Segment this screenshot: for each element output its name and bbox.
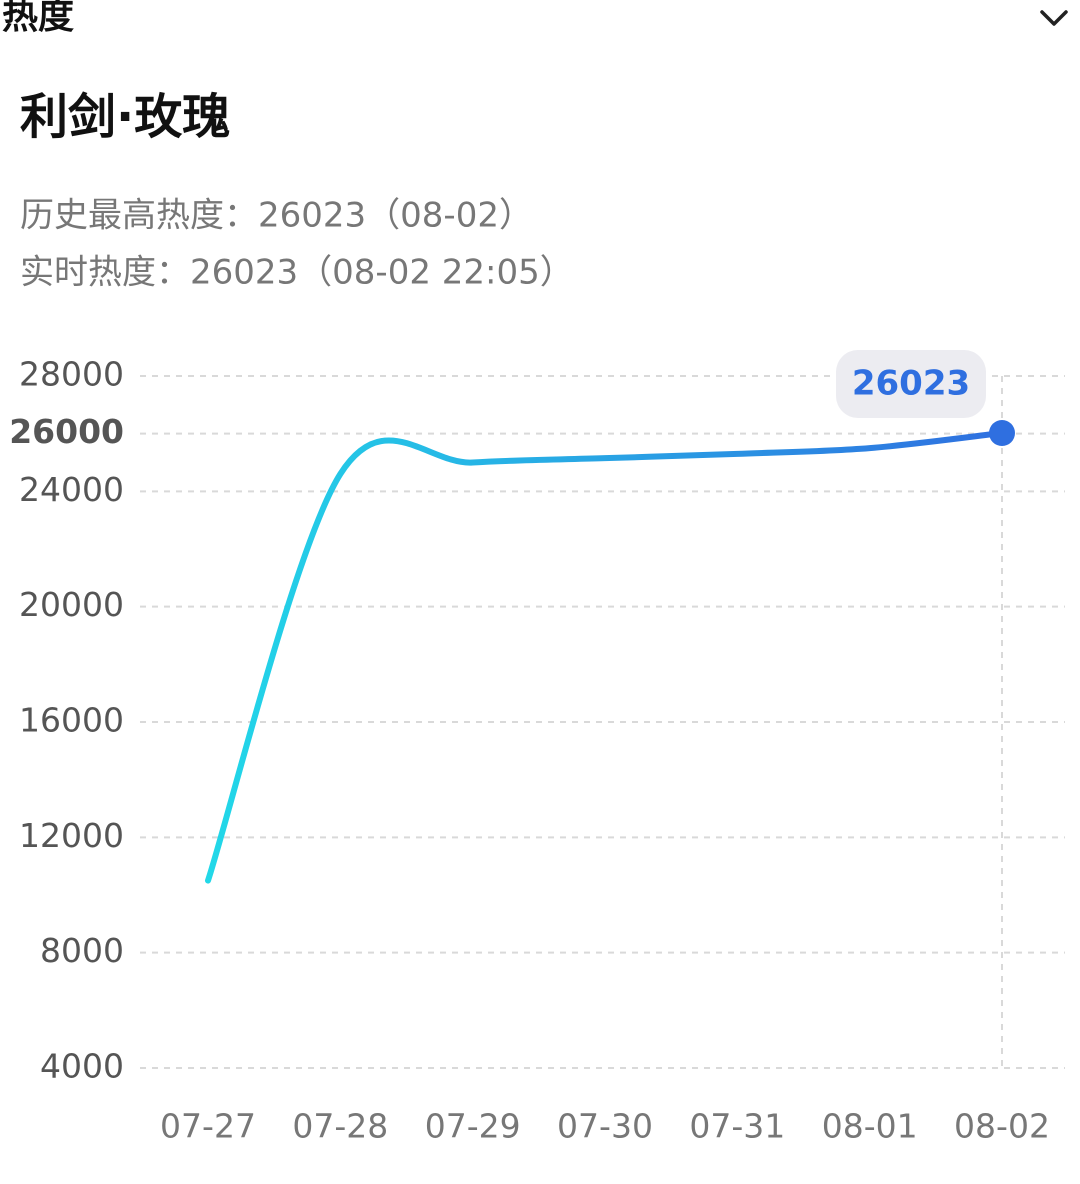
tooltip-value: 26023 (852, 364, 970, 404)
x-tick-label: 08-01 (822, 1107, 918, 1146)
y-tick-label: 20000 (19, 585, 124, 624)
latest-point (989, 420, 1015, 447)
y-tick-label: 28000 (19, 355, 124, 394)
x-tick-label: 07-31 (689, 1107, 785, 1146)
y-tick-label: 16000 (19, 701, 124, 740)
x-tick-label: 07-28 (292, 1107, 388, 1146)
x-tick-label: 07-30 (557, 1107, 653, 1146)
y-tick-label: 12000 (19, 816, 124, 855)
x-tick-label: 08-02 (954, 1107, 1050, 1146)
line (205, 430, 1005, 884)
title: 利剑·玫瑰 (20, 89, 230, 145)
y-tick-label: 26000 (9, 412, 124, 451)
x-tick-label: 07-27 (160, 1107, 256, 1146)
y-tick-label: 8000 (40, 931, 124, 970)
collapse-chevron[interactable] (1040, 10, 1068, 26)
realtime-heat: 实时热度：26023（08-02 22:05） (20, 253, 574, 293)
tooltip-bg (836, 350, 986, 418)
y-tick-label: 24000 (19, 470, 124, 509)
peak-heat: 历史最高热度：26023（08-02） (20, 196, 533, 236)
section-title: 热度 (2, 0, 74, 37)
x-tick-label: 07-29 (425, 1107, 521, 1146)
y-tick-label: 4000 (40, 1047, 124, 1086)
